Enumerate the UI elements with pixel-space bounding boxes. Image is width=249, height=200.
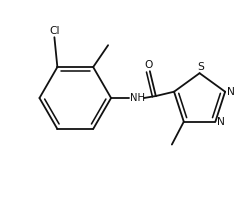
Text: NH: NH xyxy=(130,93,145,103)
Text: O: O xyxy=(145,60,153,70)
Text: S: S xyxy=(197,62,204,72)
Text: N: N xyxy=(217,117,225,127)
Text: N: N xyxy=(227,87,235,97)
Text: Cl: Cl xyxy=(49,26,60,36)
